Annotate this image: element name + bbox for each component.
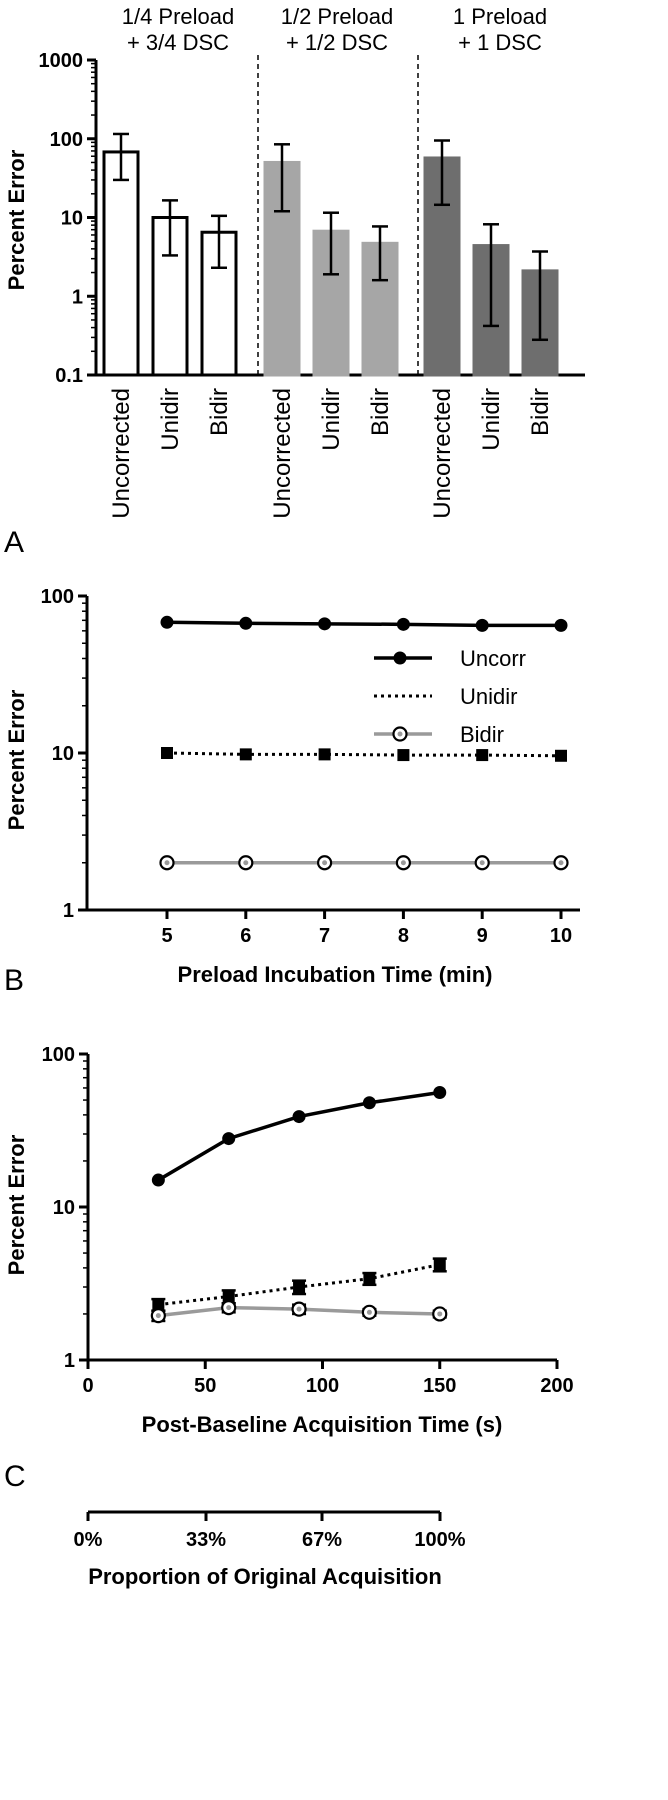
panel-b-point <box>396 617 410 631</box>
panel-a-category-label: Uncorrected <box>429 388 456 519</box>
panel-b: Percent Error 1 10 100 5 6 7 8 9 10 Uncorr Unidir… <box>4 586 580 997</box>
panel-b-ylabel: Percent Error <box>4 689 29 830</box>
panel-c-point <box>151 1173 165 1187</box>
panel-c-xtick-label: 200 <box>540 1375 573 1397</box>
panel-a-group-title: 1/4 Preload <box>122 4 235 29</box>
panel-c-xtick-label: 150 <box>423 1375 456 1397</box>
panel-c-secondary-tick-label: 0% <box>74 1529 103 1551</box>
panel-b-series-line <box>166 751 562 758</box>
panel-a-category-label: Uncorrected <box>108 388 135 519</box>
panel-c-xtick-label: 0 <box>82 1375 93 1397</box>
panel-b-legend-label: Unidir <box>460 684 517 709</box>
panel-b-point-center <box>479 860 485 866</box>
panel-b-point-center <box>322 860 328 866</box>
panel-a-ytick-label: 100 <box>50 129 83 151</box>
panel-c-point <box>292 1110 306 1124</box>
panel-b-point <box>239 748 252 761</box>
panel-c-point <box>362 1096 376 1110</box>
panel-c-point <box>152 1298 165 1311</box>
panel-b-legend-marker-center <box>397 731 403 737</box>
panel-a-category-label: Bidir <box>527 388 554 436</box>
panel-a-category-label: Unidir <box>478 388 505 451</box>
panel-c-secondary-tick-label: 100% <box>414 1529 465 1551</box>
panel-c-secondary-tick-label: 33% <box>186 1529 226 1551</box>
panel-a-ytick-label: 0.1 <box>55 365 83 387</box>
panel-c-point <box>433 1258 446 1271</box>
panel-c-secondary-tick-label: 67% <box>302 1529 342 1551</box>
panel-b-xtick-label: 10 <box>550 925 572 947</box>
panel-b-point <box>161 747 173 759</box>
panel-b-xtick-label: 9 <box>477 925 488 947</box>
panel-b-point <box>476 749 489 762</box>
panel-a-letter: A <box>4 526 24 559</box>
panel-b-point <box>160 615 174 629</box>
panel-b-xtick-label: 5 <box>161 925 172 947</box>
panel-b-point <box>397 749 410 762</box>
panel-c-xtick-label: 100 <box>306 1375 339 1397</box>
panel-b-point-center <box>243 860 249 866</box>
panel-b-point <box>318 617 332 631</box>
panel-a-bar <box>102 150 140 377</box>
panel-c-point <box>222 1132 236 1146</box>
panel-b-ytick-label: 1 <box>63 900 74 922</box>
panel-b-ytick-label: 10 <box>52 743 74 765</box>
panel-b-xtick-label: 8 <box>398 925 409 947</box>
panel-c-ylabel: Percent Error <box>4 1134 29 1275</box>
panel-b-series-line <box>166 620 561 628</box>
panel-a-group-subtitle: + 1/2 DSC <box>286 30 388 55</box>
panel-b-legend-label: Uncorr <box>460 646 526 671</box>
panel-c-point-center <box>437 1311 443 1317</box>
panel-a-category-label: Bidir <box>206 388 233 436</box>
panel-c-xlabel: Post-Baseline Acquisition Time (s) <box>142 1412 503 1437</box>
panel-b-letter: B <box>4 964 24 997</box>
panel-b-point-center <box>558 860 564 866</box>
panel-c-point-center <box>226 1305 232 1311</box>
panel-a-category-label: Unidir <box>157 388 184 451</box>
panel-c-secondary-label: Proportion of Original Acquisition <box>88 1564 442 1589</box>
panel-a-group-subtitle: + 1 DSC <box>458 30 542 55</box>
panel-b-legend-marker <box>393 651 407 665</box>
panel-a-ylabel: Percent Error <box>4 149 29 290</box>
panel-a-group-title: 1/2 Preload <box>281 4 394 29</box>
panel-c: Percent Error 1 10 100 0 50 100 150 200 Post-Ba… <box>4 1044 574 1589</box>
panel-c-point-center <box>155 1313 161 1319</box>
panel-a-ytick-label: 1000 <box>39 50 84 72</box>
panel-a-ytick-label: 1 <box>72 286 83 308</box>
panel-a-category-label: Uncorrected <box>269 388 296 519</box>
panel-b-legend-label: Bidir <box>460 722 504 747</box>
panel-b-xtick-label: 7 <box>319 925 330 947</box>
panel-b-point <box>239 616 253 630</box>
panel-c-point <box>222 1290 235 1303</box>
panel-c-point-center <box>296 1306 302 1312</box>
panel-c-letter: C <box>4 1460 26 1493</box>
panel-b-point <box>475 618 489 632</box>
panel-b-ytick-label: 100 <box>41 586 74 608</box>
panel-c-point-center <box>366 1309 372 1315</box>
panel-c-ytick-label: 10 <box>53 1197 75 1219</box>
panel-a-group-subtitle: + 3/4 DSC <box>127 30 229 55</box>
panel-b-point <box>318 748 331 761</box>
panel-b-xlabel: Preload Incubation Time (min) <box>178 962 493 987</box>
panel-c-point <box>433 1086 447 1100</box>
panel-b-point <box>554 618 568 632</box>
panel-b-point <box>555 749 567 762</box>
panel-c-series-line <box>157 1090 441 1182</box>
panel-c-ytick-label: 100 <box>42 1044 75 1066</box>
panel-a-ytick-label: 10 <box>61 208 83 230</box>
panel-a-group-title: 1 Preload <box>453 4 547 29</box>
panel-c-point <box>293 1281 306 1294</box>
panel-b-point-center <box>164 860 170 866</box>
panel-a-category-label: Unidir <box>318 388 345 451</box>
panel-c-xtick-label: 50 <box>194 1375 216 1397</box>
panel-a-category-label: Bidir <box>367 388 394 436</box>
panel-c-ytick-label: 1 <box>64 1350 75 1372</box>
panel-b-xtick-label: 6 <box>240 925 251 947</box>
panel-b-point-center <box>400 860 406 866</box>
panel-c-point <box>363 1272 376 1285</box>
